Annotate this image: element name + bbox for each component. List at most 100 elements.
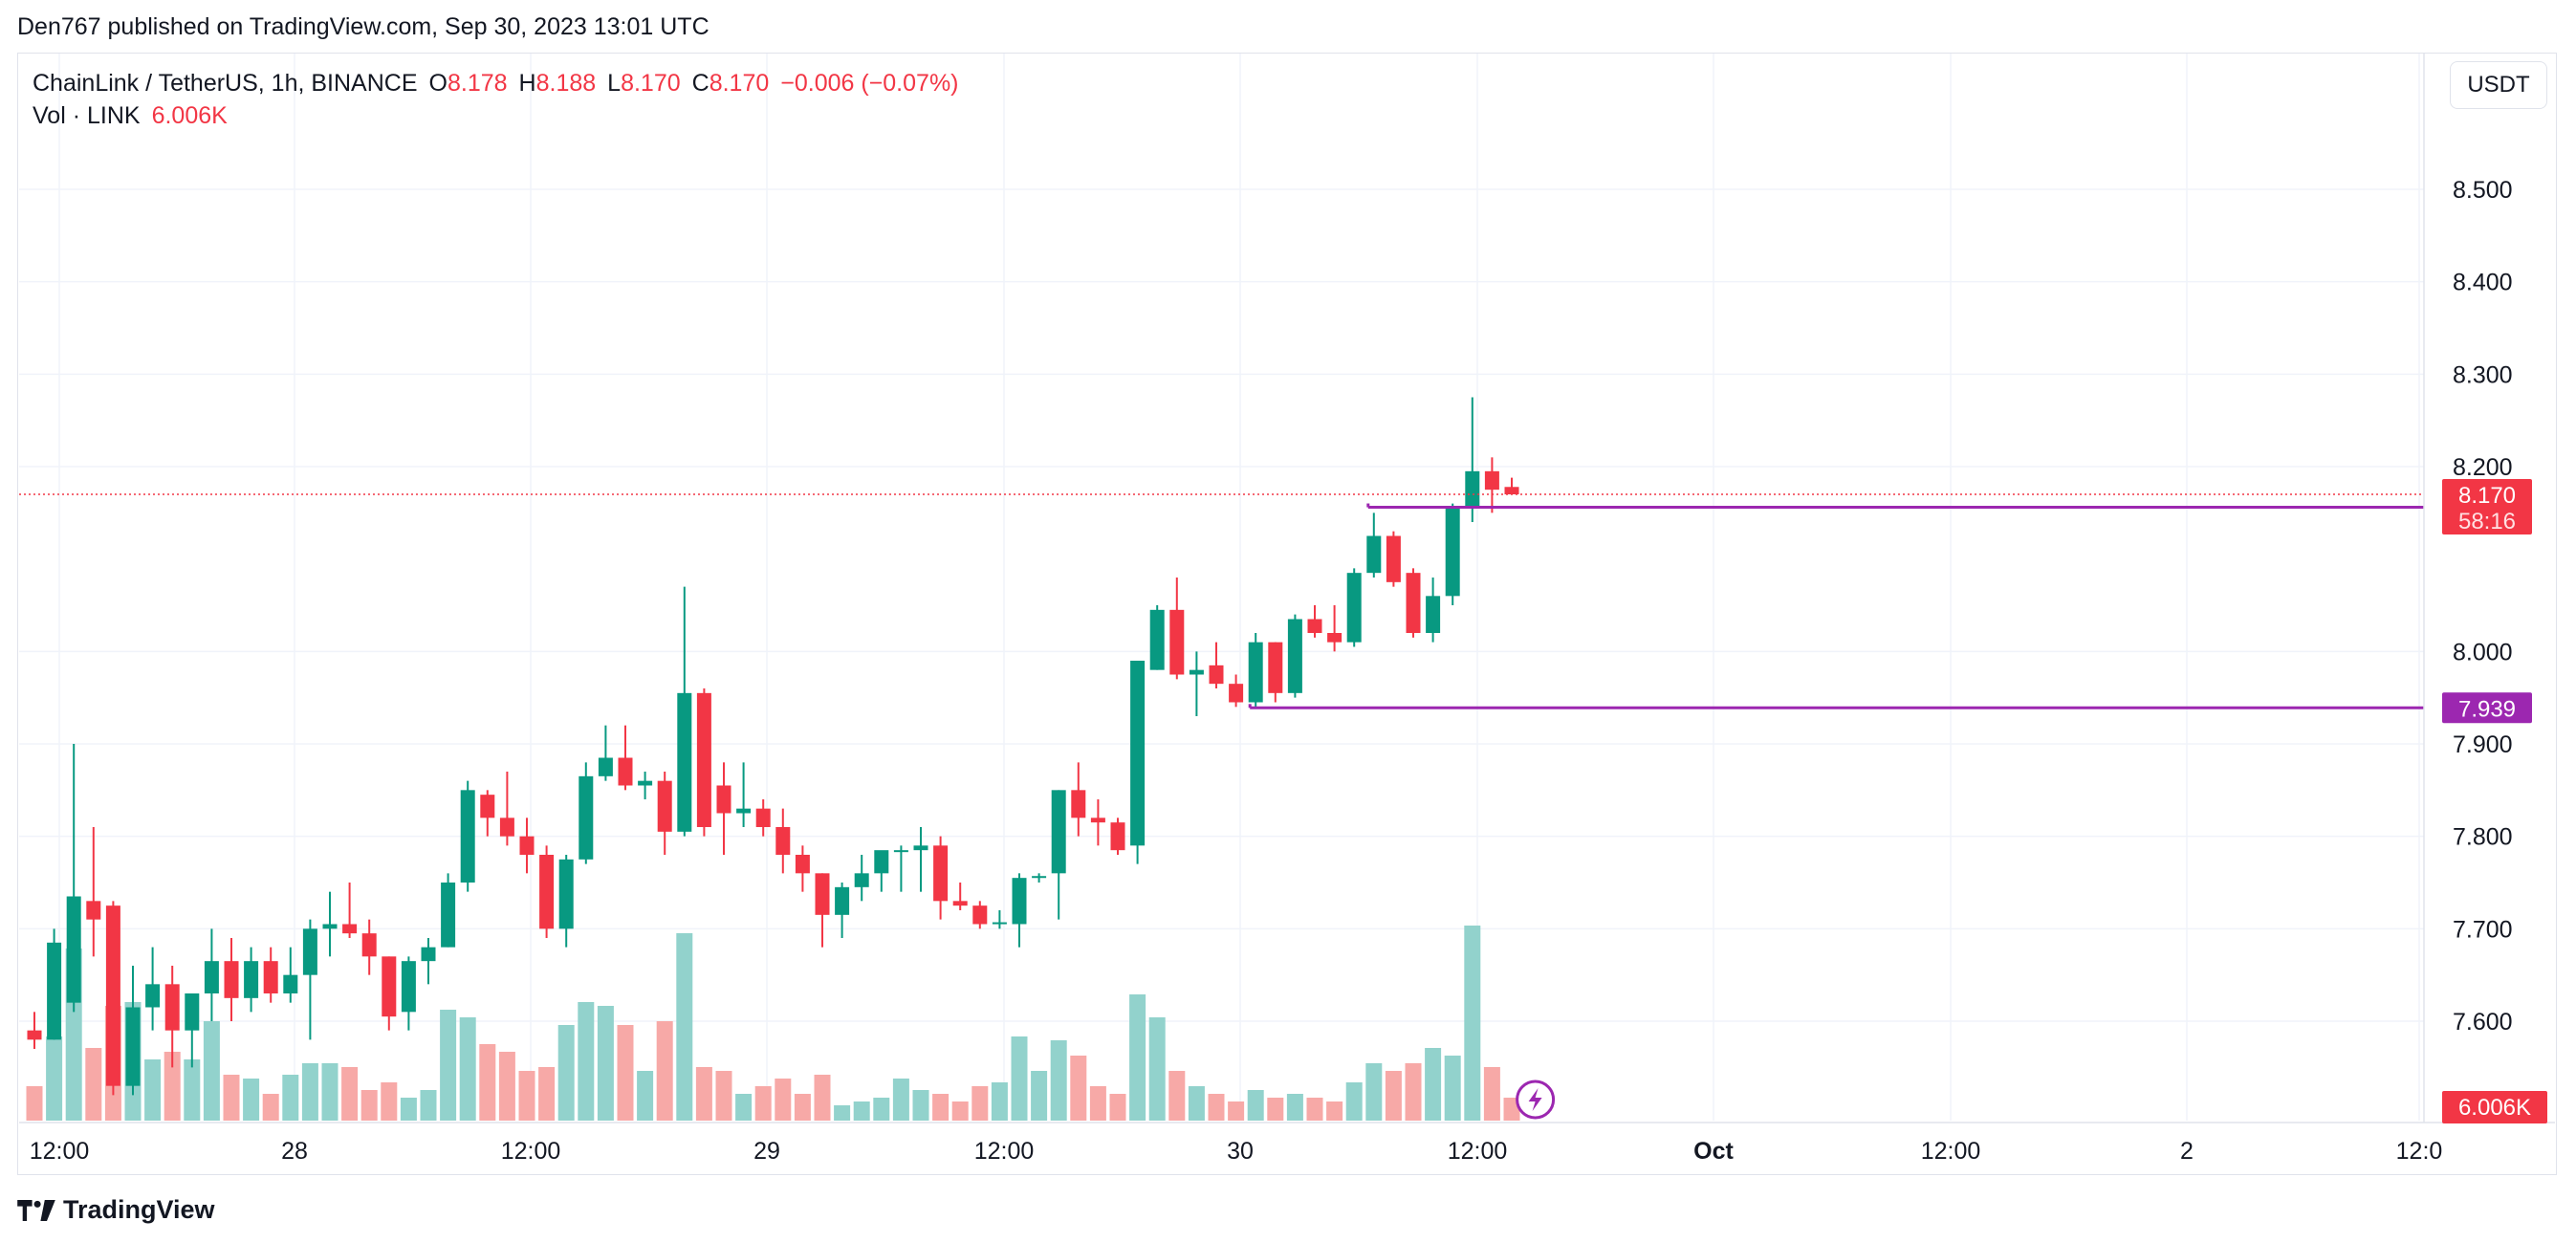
y-tick-label: 8.200 (2453, 454, 2513, 481)
volume-bar (1345, 1082, 1363, 1121)
volume-bar (341, 1067, 359, 1121)
close-value: 8.170 (709, 70, 770, 97)
lightning-bolt-icon (1528, 1088, 1542, 1111)
candle-body (441, 883, 456, 948)
candle-body (755, 808, 771, 827)
volume-bar (932, 1094, 950, 1121)
close-label: C (691, 70, 709, 97)
ohlc-row: ChainLink / TetherUS, 1h, BINANCE O8.178 H… (33, 67, 959, 99)
candle-body (775, 827, 791, 855)
candle-body (972, 905, 988, 925)
candle-body (1169, 609, 1185, 675)
volume-bar (814, 1075, 831, 1121)
candle-body (598, 757, 613, 776)
volume-bar (1168, 1071, 1186, 1121)
candle-body (657, 780, 672, 832)
x-tick-label: 12:00 (30, 1138, 90, 1165)
candle-body (460, 790, 475, 883)
volume-bar (1247, 1090, 1264, 1121)
volume-bar (360, 1090, 378, 1121)
volume-bar (164, 1052, 181, 1121)
high-value: 8.188 (535, 70, 597, 97)
current-price-tag (2442, 479, 2532, 534)
x-tick-label: 2 (2180, 1138, 2194, 1165)
volume-bar (46, 1036, 63, 1121)
candles (27, 397, 1519, 1096)
volume-bar (1188, 1086, 1205, 1121)
volume-bar (1503, 1098, 1520, 1121)
volume-value-label: 6.006K (2458, 1095, 2531, 1121)
candle-body (992, 922, 1007, 925)
candle-body (579, 775, 594, 860)
candle-body (1366, 535, 1382, 574)
volume-bar (656, 1021, 673, 1121)
tradingview-brand: TradingView (63, 1195, 215, 1224)
volume-bar (243, 1079, 260, 1121)
candle-body (342, 924, 358, 934)
candle-body (952, 901, 968, 906)
publish-info: Den767 published on TradingView.com, Sep… (17, 13, 709, 40)
volume-bar (853, 1101, 870, 1121)
volume-bar (1444, 1056, 1461, 1121)
candle-body (125, 1007, 141, 1086)
y-tick-label: 8.000 (2453, 639, 2513, 665)
volume-bar (892, 1079, 909, 1121)
candle-body (795, 855, 810, 874)
volume-bar (479, 1044, 496, 1121)
candle-body (283, 974, 298, 993)
candle-body (1346, 573, 1362, 643)
volume-bar (1129, 994, 1146, 1121)
tradingview-logo-icon (17, 1199, 55, 1221)
candle-body (835, 886, 850, 915)
candle-body (1110, 822, 1125, 851)
candle-body (421, 947, 436, 962)
volume-bar (518, 1071, 535, 1121)
x-tick-label: 12:00 (974, 1138, 1035, 1165)
candle-body (874, 850, 889, 874)
candle-body (1071, 790, 1086, 818)
candle-body (244, 961, 259, 998)
y-tick-label: 7.700 (2453, 916, 2513, 943)
volume-bar (144, 1059, 162, 1121)
volume-bar (834, 1105, 851, 1121)
level-price-label: 7.939 (2458, 696, 2516, 722)
candle-body (204, 961, 219, 993)
volume-bar (735, 1094, 753, 1121)
volume-bar (400, 1098, 417, 1121)
candle-body (1445, 508, 1460, 597)
candle-body (105, 905, 120, 1086)
candle-body (716, 785, 731, 814)
candle-body (224, 961, 239, 998)
level-price-tag (2442, 692, 2532, 724)
volume-value-tag (2442, 1091, 2547, 1123)
volume-bars (26, 926, 1520, 1121)
volume-bar (440, 1010, 457, 1121)
candle-body (893, 850, 908, 853)
candle-body (638, 780, 653, 786)
candle-body (145, 984, 161, 1008)
volume-bar (597, 1006, 614, 1121)
candle-body (86, 901, 101, 920)
tradingview-footer[interactable]: TradingView (17, 1195, 215, 1225)
change-value: −0.006 (−0.07%) (780, 70, 959, 97)
y-tick-label: 8.500 (2453, 177, 2513, 204)
candle-body (263, 961, 278, 993)
volume-bar (203, 1021, 220, 1121)
candle-body (854, 873, 869, 887)
high-label: H (518, 70, 536, 97)
volume-bar (1365, 1063, 1383, 1121)
candle-body (1051, 790, 1066, 874)
candle-body (933, 845, 949, 902)
volume-bar (991, 1082, 1008, 1121)
candle-body (1484, 470, 1499, 491)
currency-unit-button[interactable]: USDT (2450, 61, 2547, 109)
x-tick-label: 12:00 (501, 1138, 561, 1165)
y-tick-label: 7.900 (2453, 731, 2513, 758)
grid (19, 54, 2424, 1121)
volume-bar (1267, 1098, 1284, 1121)
volume-bar (420, 1090, 437, 1121)
volume-bar (754, 1086, 772, 1121)
candle-body (618, 757, 633, 786)
x-tick-label: 12:00 (1448, 1138, 1508, 1165)
